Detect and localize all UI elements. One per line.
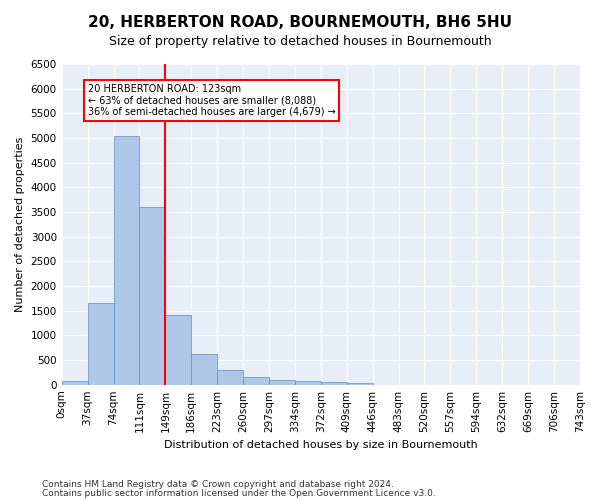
Bar: [321, 382, 347, 384]
X-axis label: Distribution of detached houses by size in Bournemouth: Distribution of detached houses by size …: [164, 440, 478, 450]
Bar: [62, 381, 88, 384]
Bar: [347, 383, 373, 384]
Text: 20 HERBERTON ROAD: 123sqm
← 63% of detached houses are smaller (8,088)
36% of se: 20 HERBERTON ROAD: 123sqm ← 63% of detac…: [88, 84, 335, 117]
Text: 20, HERBERTON ROAD, BOURNEMOUTH, BH6 5HU: 20, HERBERTON ROAD, BOURNEMOUTH, BH6 5HU: [88, 15, 512, 30]
Bar: [113, 136, 139, 384]
Y-axis label: Number of detached properties: Number of detached properties: [15, 136, 25, 312]
Text: Size of property relative to detached houses in Bournemouth: Size of property relative to detached ho…: [109, 35, 491, 48]
Bar: [88, 304, 113, 384]
Bar: [191, 354, 217, 384]
Bar: [269, 380, 295, 384]
Bar: [243, 377, 269, 384]
Bar: [295, 381, 321, 384]
Bar: [139, 207, 166, 384]
Bar: [217, 370, 243, 384]
Text: Contains HM Land Registry data © Crown copyright and database right 2024.: Contains HM Land Registry data © Crown c…: [42, 480, 394, 489]
Text: Contains public sector information licensed under the Open Government Licence v3: Contains public sector information licen…: [42, 489, 436, 498]
Bar: [166, 314, 191, 384]
